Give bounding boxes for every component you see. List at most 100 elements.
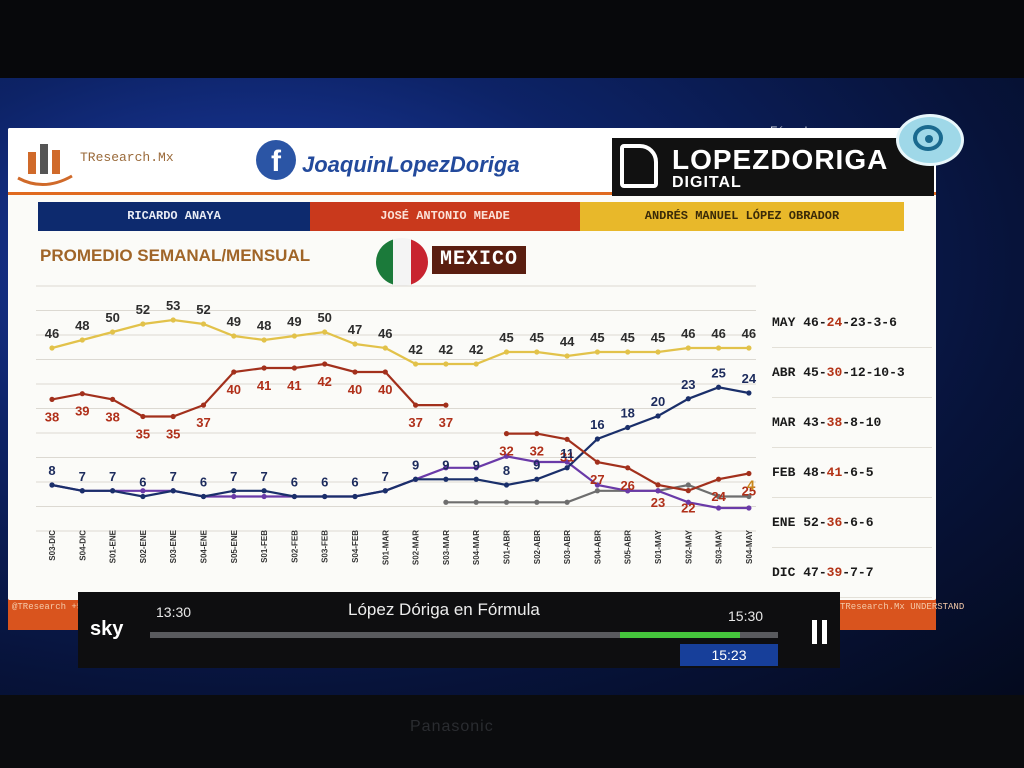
data-label-amlo: 48 (75, 318, 89, 333)
data-label-amlo: 48 (257, 318, 271, 333)
summary-meade: 24 (826, 315, 843, 330)
data-label-anaya: 11 (560, 446, 574, 461)
summary-other: 3-6 (873, 315, 897, 330)
series-line-amlo (51, 318, 749, 366)
progress-track[interactable] (150, 632, 778, 638)
summary-month: MAY (772, 315, 804, 330)
data-label-anaya: 6 (291, 475, 298, 490)
series-point-amlo (352, 341, 358, 347)
data-label-amlo: 52 (136, 302, 150, 317)
tresearch-logo-text: TResearch.Mx (80, 150, 174, 165)
series-point-amlo (746, 345, 752, 351)
series-point-anaya (443, 476, 449, 482)
data-label-amlo: 49 (227, 314, 241, 329)
series-point-anaya (564, 465, 570, 471)
sky-logo: sky (90, 618, 124, 640)
summary-month: DIC (772, 565, 804, 580)
x-tick-label: S04-MAR (472, 530, 481, 565)
data-label-meade: 37 (408, 415, 422, 430)
summary-month: FEB (772, 465, 804, 480)
data-label-meade: 32 (530, 444, 544, 459)
summary-anaya: 6 (850, 515, 858, 530)
data-label-meade: 37 (439, 415, 453, 430)
series-point-meade (291, 365, 297, 371)
series-point-amlo (685, 345, 691, 351)
summary-sep: - (842, 465, 851, 480)
series-point-purple (655, 488, 661, 494)
data-label-amlo: 46 (45, 326, 59, 341)
series-point-amlo (534, 349, 540, 355)
series-point-amlo (322, 329, 328, 335)
data-label-amlo: 47 (348, 322, 362, 337)
chart-subtitle: PROMEDIO SEMANAL/MENSUAL (40, 246, 311, 265)
series-point-meade (140, 413, 146, 420)
x-tick-label: S03-DIC (48, 530, 57, 561)
series-point-meade (110, 396, 116, 402)
country-tag: MEXICO (432, 246, 527, 274)
data-label-anaya: 7 (170, 469, 177, 484)
pause-icon[interactable] (810, 620, 830, 644)
summary-anaya: 12 (850, 365, 866, 380)
series-point-anaya (534, 476, 540, 482)
summary-other: 10 (865, 415, 882, 430)
summary-row-dic: DIC 47-39-7-7 (772, 548, 932, 598)
tv-bezel (0, 695, 1024, 768)
data-label-meade: 32 (499, 444, 513, 459)
series-point-meade (655, 482, 661, 488)
legend-anaya: RICARDO ANAYA (38, 202, 310, 231)
data-label-meade: 40 (378, 382, 392, 397)
series-point-meade (170, 413, 176, 420)
series-point-anaya (231, 488, 237, 494)
series-point-meade (625, 465, 631, 471)
data-label-amlo: 46 (681, 326, 695, 341)
summary-row-ene: ENE 52-36-6-6 (772, 498, 932, 548)
data-label-meade: 39 (75, 404, 89, 419)
data-label-meade: 26 (620, 478, 634, 493)
summary-sep: - (818, 365, 827, 380)
lopezdoriga-brand: LOPEZDORIGA DIGITAL (612, 138, 934, 196)
summary-anaya: 23 (850, 315, 866, 330)
series-point-anaya (746, 390, 752, 396)
summary-amlo: 47 (803, 565, 819, 580)
series-point-purple (534, 459, 540, 465)
summary-sep: - (842, 415, 851, 430)
monthly-summary-table: MAY 46-24-23-3-6 ABR 45-30-12-10-3 MAR 43-… (772, 298, 932, 598)
data-label-anaya: 6 (139, 475, 146, 490)
data-label-meade: 35 (166, 427, 180, 442)
x-tick-label: S04-ABR (593, 530, 602, 564)
data-label-amlo: 46 (378, 326, 392, 341)
x-tick-label: S01-MAR (381, 530, 390, 565)
summary-sep: - (865, 315, 874, 330)
summary-row-mar: MAR 43-38-8-10 (772, 398, 932, 448)
data-label-anaya: 6 (200, 475, 207, 490)
summary-sep: - (857, 465, 866, 480)
series-point-amlo (170, 317, 176, 323)
series-point-meade (685, 488, 691, 494)
data-label-amlo: 50 (317, 310, 331, 325)
x-tick-label: S01-ABR (503, 530, 512, 564)
series-point-anaya (655, 413, 661, 419)
x-tick-label: S03-FEB (321, 530, 330, 563)
series-point-purple (443, 465, 449, 471)
summary-amlo: 45 (803, 365, 819, 380)
summary-amlo: 48 (803, 465, 819, 480)
summary-other: 5 (865, 465, 874, 480)
summary-sep: - (857, 565, 866, 580)
data-label-amlo: 42 (408, 342, 422, 357)
series-point-meade (352, 369, 358, 375)
data-label-meade: 42 (317, 374, 331, 389)
series-point-amlo (655, 349, 661, 355)
data-label-meade: 41 (257, 378, 271, 393)
summary-sep: - (818, 465, 827, 480)
data-label-anaya: 9 (473, 457, 480, 472)
summary-row-feb: FEB 48-41-6-5 (772, 448, 932, 498)
series-point-amlo (473, 361, 479, 367)
series-point-gray (716, 493, 722, 500)
data-label-meade: 23 (651, 495, 665, 510)
series-point-anaya (322, 493, 328, 500)
x-tick-label: S03-MAY (715, 529, 724, 564)
poll-line-chart: S03-DIC S04-DIC S01-ENE S02-ENE S03-ENE S04-E… (36, 285, 757, 565)
series-point-anaya (352, 493, 358, 500)
channel-logo-icon (896, 114, 964, 166)
summary-other: 10-3 (873, 365, 905, 380)
